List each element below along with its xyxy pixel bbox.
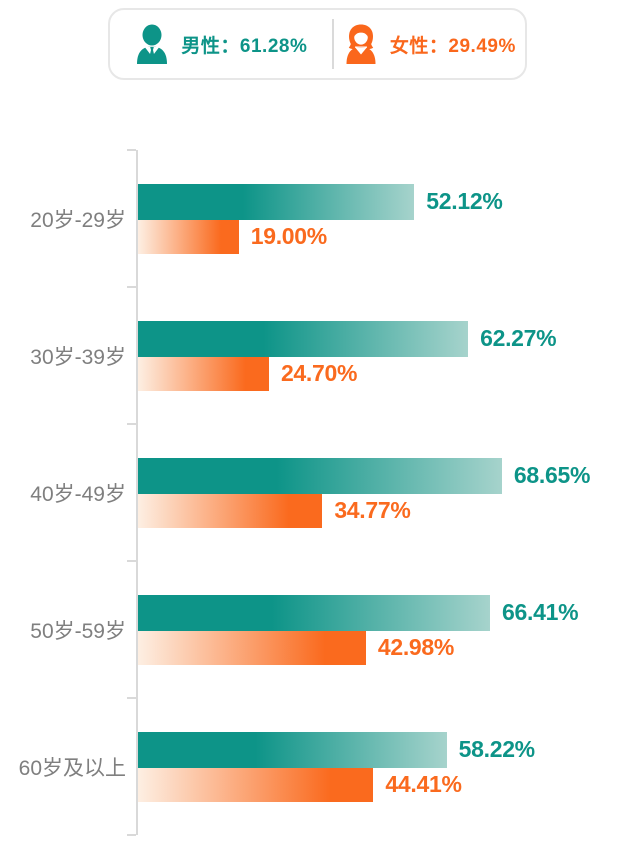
female-person-icon (346, 24, 376, 64)
category-label: 60岁及以上 (18, 756, 126, 780)
male-bar (138, 183, 415, 220)
female-bar-line: 42.98% (138, 630, 622, 665)
legend-card: 男性：61.28% 女性：29.49% (108, 8, 527, 80)
chart-row: 50岁-59岁 66.41% 42.98% (0, 560, 622, 698)
axis-tick (127, 560, 136, 562)
male-bar (138, 320, 469, 357)
legend-male-text: 男性：61.28% (181, 31, 307, 58)
category-label: 40岁-49岁 (30, 482, 126, 506)
male-bar (138, 594, 491, 631)
female-bar (138, 493, 323, 528)
category-label: 30岁-39岁 (30, 345, 126, 369)
female-bar-value: 44.41% (385, 771, 462, 797)
female-bar-value: 34.77% (334, 497, 411, 523)
axis-tick (127, 834, 136, 836)
row-bars: 58.22% 44.41% (127, 697, 622, 836)
male-bar-value: 52.12% (426, 188, 503, 214)
axis-tick (127, 697, 136, 699)
female-bar-value: 42.98% (377, 634, 455, 660)
female-bar-value: 24.70% (280, 360, 358, 386)
legend-male-label: 男性： (181, 35, 240, 57)
legend-divider (331, 19, 334, 69)
category-label: 50岁-59岁 (30, 619, 126, 643)
female-bar-line: 19.00% (138, 219, 622, 254)
row-bars: 66.41% 42.98% (127, 560, 622, 698)
legend-female-text: 女性：29.49% (390, 31, 516, 58)
row-bars: 68.65% 34.77% (127, 423, 622, 561)
age-group-bar-chart: 20岁-29岁 52.12% 19.00% 30岁-39岁 62.27% 24.… (0, 149, 622, 836)
male-bar (138, 731, 447, 768)
male-bar-line: 62.27% (138, 320, 622, 357)
male-bar (138, 457, 502, 494)
chart-row: 20岁-29岁 52.12% 19.00% (0, 149, 622, 287)
legend-item-male: 男性：61.28% (110, 10, 332, 78)
female-bar-line: 24.70% (138, 356, 622, 391)
chart-row: 40岁-49岁 68.65% 34.77% (0, 423, 622, 561)
male-person-icon (137, 24, 168, 64)
axis-tick (127, 286, 136, 288)
male-bar-line: 52.12% (138, 183, 622, 220)
row-bars: 62.27% 24.70% (127, 286, 622, 424)
male-bar-value: 66.41% (502, 599, 579, 625)
female-bar-line: 34.77% (138, 493, 622, 528)
category-label: 20岁-29岁 (30, 208, 126, 232)
legend-female-label: 女性： (389, 35, 449, 57)
male-bar-value: 62.27% (480, 325, 557, 351)
row-bars: 52.12% 19.00% (127, 149, 622, 287)
female-bar-line: 44.41% (138, 767, 622, 802)
female-bar (138, 356, 269, 391)
male-bar-line: 58.22% (138, 731, 622, 768)
axis-tick (127, 149, 136, 151)
female-bar-value: 19.00% (250, 223, 328, 249)
female-bar (138, 767, 374, 802)
legend-female-value: 29.49% (448, 35, 516, 57)
male-bar-line: 66.41% (138, 594, 622, 631)
female-bar (138, 630, 366, 665)
female-bar (138, 219, 239, 254)
chart-row: 60岁及以上 58.22% 44.41% (0, 697, 622, 836)
male-bar-value: 58.22% (458, 736, 536, 762)
male-bar-line: 68.65% (138, 457, 622, 494)
legend-male-value: 61.28% (239, 35, 308, 57)
legend-item-female: 女性：29.49% (334, 10, 525, 78)
male-bar-value: 68.65% (513, 462, 591, 488)
chart-row: 30岁-39岁 62.27% 24.70% (0, 286, 622, 424)
axis-tick (127, 423, 136, 425)
